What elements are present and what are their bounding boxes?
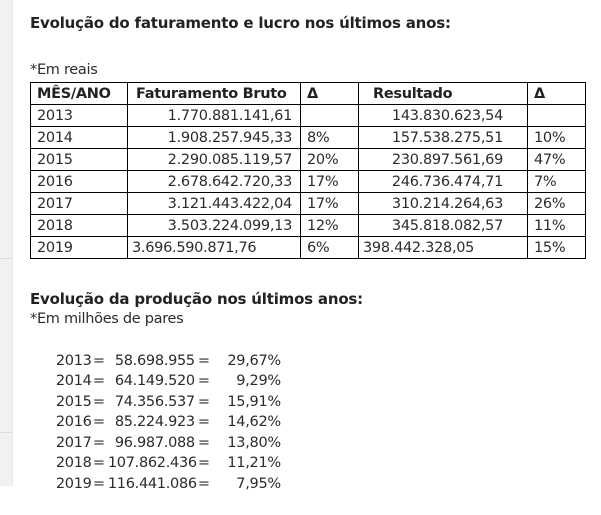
cell-faturamento: 2.678.642.720,33	[127, 170, 301, 193]
cell-delta-faturamento: 20%	[300, 148, 359, 171]
production-value: 116.441.086	[107, 475, 197, 492]
equals-sign: =	[197, 352, 210, 369]
cell-delta-faturamento	[300, 104, 359, 127]
table-row: 2013 1.770.881.141,61 143.830.623,54	[30, 104, 586, 127]
list-item: 2014= 64.149.520 = 9,29%	[30, 351, 281, 389]
cell-year: 2017	[30, 192, 128, 215]
production-value: 96.987.088	[114, 434, 195, 451]
cell-year: 2015	[30, 148, 128, 171]
production-year: 2019	[55, 475, 92, 492]
list-item: 2018= 107.862.436= 11,21%	[30, 433, 281, 471]
production-year: 2016	[55, 414, 92, 430]
cell-year: 2014	[30, 126, 128, 149]
table-row: 2014 1.908.257.945,33 8% 157.538.275,51 …	[30, 126, 586, 149]
equals-sign: =	[92, 414, 105, 430]
equals-sign: =	[92, 455, 105, 471]
production-value: 107.862.436	[107, 455, 197, 471]
cell-resultado: 143.830.623,54	[358, 104, 528, 127]
cell-year: 2016	[30, 170, 128, 193]
cell-faturamento: 1.770.881.141,61	[127, 104, 301, 127]
cell-faturamento: 3.121.443.422,04	[127, 192, 301, 215]
production-percent: 29,67%	[227, 352, 281, 369]
production-year: 2017	[55, 434, 92, 451]
production-percent: 11,21%	[227, 455, 281, 471]
cell-resultado: 246.736.474,71	[358, 170, 528, 193]
production-year: 2014	[55, 373, 92, 389]
production-unit-note: *Em milhões de pares	[30, 311, 184, 327]
cell-delta-resultado: 10%	[527, 126, 586, 149]
table-row: 2016 2.678.642.720,33 17% 246.736.474,71…	[30, 170, 586, 193]
sidebar-divider	[0, 432, 12, 433]
header-delta-faturamento: Δ	[300, 82, 359, 105]
revenue-unit-note: *Em reais	[30, 62, 98, 78]
cell-delta-resultado: 26%	[527, 192, 586, 215]
production-percent: 14,62%	[227, 414, 281, 430]
production-year: 2018	[55, 455, 92, 471]
cell-resultado: 230.897.561,69	[358, 148, 528, 171]
cell-faturamento: 1.908.257.945,33	[127, 126, 301, 149]
revenue-section-title: Evolução do faturamento e lucro nos últi…	[30, 14, 451, 32]
production-year: 2013	[55, 352, 92, 369]
production-value: 58.698.955	[114, 352, 195, 369]
cell-delta-resultado: 11%	[527, 214, 586, 237]
production-value: 64.149.520	[114, 373, 195, 389]
list-item: 2015= 74.356.537 = 15,91%	[30, 371, 281, 410]
production-percent: 7,95%	[236, 475, 281, 492]
equals-sign: =	[92, 373, 105, 389]
cell-year: 2018	[30, 214, 128, 237]
equals-sign: =	[197, 455, 210, 471]
production-percent: 9,29%	[236, 373, 281, 389]
table-row: 2017 3.121.443.422,04 17% 310.214.264,63…	[30, 192, 586, 215]
production-year: 2015	[55, 393, 92, 410]
cell-delta-faturamento: 17%	[300, 192, 359, 215]
production-section-title: Evolução da produção nos últimos anos:	[30, 290, 363, 308]
equals-sign: =	[197, 373, 210, 389]
cell-delta-faturamento: 8%	[300, 126, 359, 149]
list-item: 2013= 58.698.955 = 29,67%	[30, 330, 281, 369]
cell-resultado: 310.214.264,63	[358, 192, 528, 215]
cell-resultado: 345.818.082,57	[358, 214, 528, 237]
cell-delta-resultado: 47%	[527, 148, 586, 171]
equals-sign: =	[92, 475, 105, 492]
cell-delta-faturamento: 6%	[300, 236, 359, 259]
cell-faturamento: 2.290.085.119,57	[127, 148, 301, 171]
list-item: 2016= 85.224.923 = 14,62%	[30, 392, 281, 430]
table-header-row: MÊS/ANO Faturamento Bruto Δ Resultado Δ	[30, 82, 586, 105]
header-year: MÊS/ANO	[30, 82, 128, 105]
equals-sign: =	[92, 393, 105, 410]
production-value: 85.224.923	[114, 414, 195, 430]
cell-resultado: 398.442.328,05	[358, 236, 528, 259]
equals-sign: =	[197, 393, 210, 410]
production-percent: 13,80%	[227, 434, 281, 451]
table-row: 2018 3.503.224.099,13 12% 345.818.082,57…	[30, 214, 586, 237]
equals-sign: =	[92, 352, 105, 369]
equals-sign: =	[197, 475, 210, 492]
cell-faturamento: 3.696.590.871,76	[127, 236, 301, 259]
table-row: 2015 2.290.085.119,57 20% 230.897.561,69…	[30, 148, 586, 171]
equals-sign: =	[197, 414, 210, 430]
left-sidebar-strip	[0, 0, 13, 486]
production-list: 2013= 58.698.955 = 29,67% 2014= 64.149.520 = 9…	[30, 330, 281, 492]
cell-year: 2019	[30, 236, 128, 259]
list-item: 2017= 96.987.088 = 13,80%	[30, 412, 281, 451]
cell-delta-resultado: 15%	[527, 236, 586, 259]
table-row: 2019 3.696.590.871,76 6% 398.442.328,05 …	[30, 236, 586, 259]
production-percent: 15,91%	[227, 393, 281, 410]
header-delta-resultado: Δ	[527, 82, 586, 105]
equals-sign: =	[197, 434, 210, 451]
cell-delta-resultado	[527, 104, 586, 127]
cell-resultado: 157.538.275,51	[358, 126, 528, 149]
production-value: 74.356.537	[114, 393, 195, 410]
header-resultado: Resultado	[358, 82, 528, 105]
cell-delta-faturamento: 17%	[300, 170, 359, 193]
sidebar-divider	[0, 258, 12, 259]
equals-sign: =	[92, 434, 105, 451]
cell-year: 2013	[30, 104, 128, 127]
revenue-table: MÊS/ANO Faturamento Bruto Δ Resultado Δ …	[30, 82, 586, 259]
cell-faturamento: 3.503.224.099,13	[127, 214, 301, 237]
cell-delta-resultado: 7%	[527, 170, 586, 193]
header-faturamento: Faturamento Bruto	[127, 82, 301, 105]
cell-delta-faturamento: 12%	[300, 214, 359, 237]
